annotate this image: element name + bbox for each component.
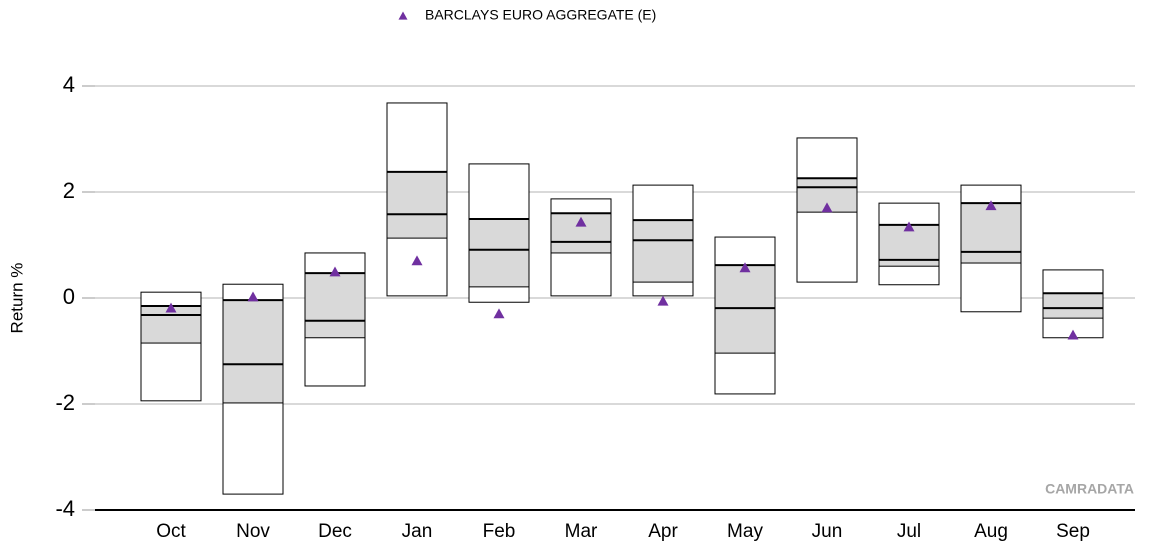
x-tick-label: Jul [897,521,921,542]
x-tick-label: May [727,521,763,542]
x-tick-label: Mar [565,521,598,542]
y-axis-label: Return % [7,263,26,334]
marker [165,302,177,313]
legend-label: BARCLAYS EURO AGGREGATE (E) [425,7,656,23]
marker [493,308,505,319]
x-tick-label: Dec [318,521,352,542]
y-tick-label: 2 [63,178,75,203]
marker [903,221,915,232]
box-quartile [468,218,530,288]
marker [657,295,669,306]
x-tick-label: Sep [1056,521,1090,542]
y-tick-label: 0 [63,284,75,309]
marker [247,291,259,302]
x-tick-label: Aug [974,521,1008,542]
marker [1067,329,1079,340]
marker [821,202,833,213]
y-tick-label: -2 [55,390,75,415]
box-quartile [304,272,366,339]
marker [329,266,341,277]
box-quartile [1042,292,1104,319]
x-tick-label: Apr [648,521,678,542]
box-quartile [632,219,694,283]
box-quartile [714,264,776,354]
box-quartile [960,202,1022,264]
legend-marker [398,11,408,20]
box-quartile [386,171,448,239]
marker [739,262,751,273]
x-tick-label: Jan [402,521,433,542]
y-tick-label: -4 [55,496,75,521]
x-tick-label: Nov [236,521,270,542]
box-quartile [222,299,284,404]
marker [411,255,423,266]
x-tick-label: Oct [156,521,186,542]
marker [985,200,997,211]
watermark: CAMRADATA [1045,481,1134,497]
marker [575,216,587,227]
x-tick-label: Feb [483,521,516,542]
y-tick-label: 4 [63,72,75,97]
x-tick-label: Jun [812,521,843,542]
